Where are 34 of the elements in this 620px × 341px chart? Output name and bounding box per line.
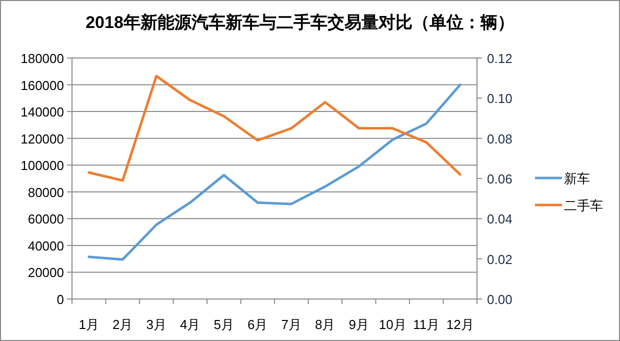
line-series <box>88 84 462 261</box>
x-tick-label: 9月 <box>348 317 369 332</box>
x-tick-label: 10月 <box>378 317 406 332</box>
x-tick-label: 6月 <box>248 317 268 332</box>
y-tick-label: 0 <box>56 292 64 307</box>
y-tick-label: 80000 <box>28 184 64 200</box>
y2-tick-label: 0.04 <box>487 212 512 227</box>
y2-tick-label: 0.10 <box>487 91 512 106</box>
x-tick-label: 11月 <box>413 317 440 332</box>
x-tick-label: 12月 <box>446 317 474 332</box>
x-tick-label: 1月 <box>78 317 99 332</box>
y-tick-label: 40000 <box>28 238 64 254</box>
y-tick-label: 60000 <box>28 212 64 227</box>
y2-tick-label: 0.08 <box>487 131 512 146</box>
x-tick-label: 5月 <box>214 317 234 332</box>
y-tick-label: 160000 <box>20 78 64 93</box>
y2-tick-label: 0.12 <box>487 51 512 66</box>
y-tick-label: 180000 <box>20 51 64 66</box>
y-tick-label: 140000 <box>20 104 64 120</box>
x-tick-label: 8月 <box>315 317 336 332</box>
x-tick-label: 4月 <box>180 317 200 332</box>
legend-label: 二手车 <box>564 198 603 213</box>
y2-tick-label: 0.00 <box>487 292 512 307</box>
y-tick-label: 100000 <box>20 158 64 174</box>
x-tick-label: 7月 <box>281 317 302 332</box>
y-tick-label: 120000 <box>20 131 64 146</box>
chart-title: 2018年新能源汽车新车与二手车交易量对比（单位：辆） <box>86 13 514 32</box>
legend-label: 新车 <box>564 171 590 186</box>
y2-tick-label: 0.02 <box>487 252 512 267</box>
x-tick-label: 3月 <box>146 317 166 332</box>
line-series <box>88 74 462 182</box>
y2-tick-label: 0.06 <box>487 172 512 186</box>
y-tick-label: 20000 <box>28 265 64 280</box>
x-tick-label: 2月 <box>112 317 133 332</box>
